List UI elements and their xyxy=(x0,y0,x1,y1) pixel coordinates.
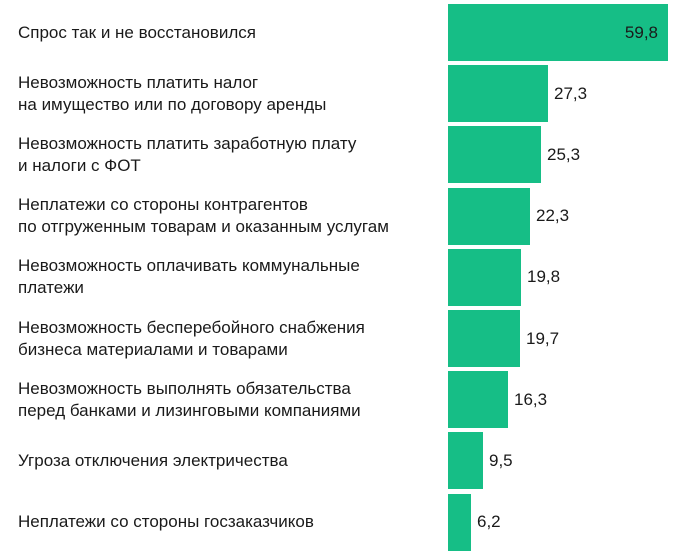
value-label: 22,3 xyxy=(536,206,570,226)
category-label: Угроза отключения электричества xyxy=(18,450,288,470)
value-label: 6,2 xyxy=(477,512,501,532)
bar xyxy=(448,248,521,306)
value-label: 25,3 xyxy=(547,144,581,164)
bar xyxy=(448,432,483,490)
category-label: Неплатежи со стороны госзаказчиков xyxy=(18,512,314,532)
bar xyxy=(448,126,541,184)
bar xyxy=(448,310,520,367)
value-label: 27,3 xyxy=(554,83,588,103)
category-label: Неплатежи со стороны контрагентов по отг… xyxy=(18,195,389,237)
bar xyxy=(448,187,530,245)
category-label: Невозможность бесперебойного снабжения б… xyxy=(18,317,365,359)
value-label: 59,8 xyxy=(624,22,658,42)
value-label: 9,5 xyxy=(489,450,513,470)
bar xyxy=(448,65,548,123)
bar xyxy=(448,4,668,61)
category-label: Спрос так и не восстановился xyxy=(18,22,256,42)
category-label: Невозможность платить налог на имущество… xyxy=(18,72,327,114)
category-label: Невозможность оплачивать коммунальные пл… xyxy=(18,256,360,298)
bar xyxy=(448,493,471,551)
category-label: Невозможность платить заработную плату и… xyxy=(18,133,357,175)
category-label: Невозможность выполнять обязательства пе… xyxy=(18,378,361,420)
value-label: 19,7 xyxy=(526,328,560,348)
value-label: 19,8 xyxy=(527,267,561,287)
bar xyxy=(448,371,508,429)
value-label: 16,3 xyxy=(514,389,548,409)
